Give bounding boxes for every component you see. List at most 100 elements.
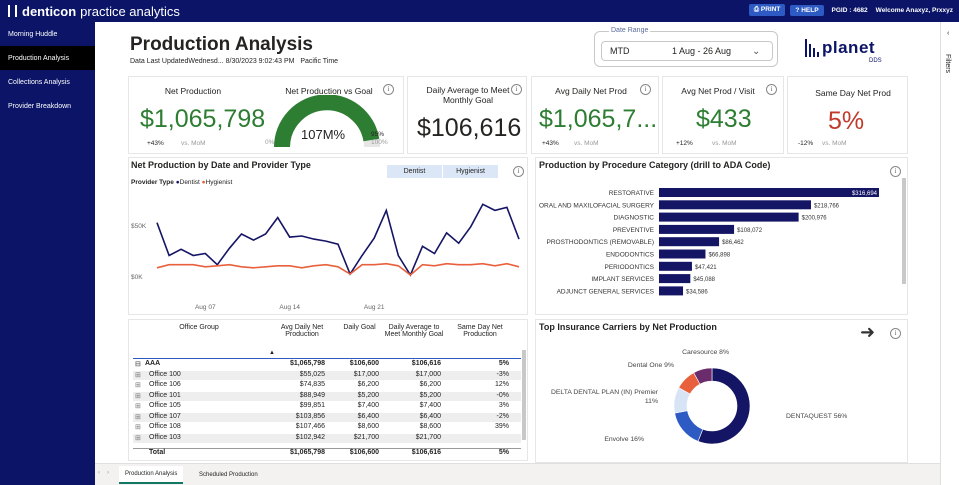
- donut-chart: DENTAQUEST 56% Envolve 16% DELTA DENTAL PL…: [551, 349, 847, 445]
- sidebar-item-production-analysis[interactable]: Production Analysis: [0, 46, 95, 70]
- kpi-vs-label: vs. MoM: [574, 140, 599, 147]
- bar[interactable]: [659, 249, 706, 259]
- print-button[interactable]: ⎙ PRINT: [748, 4, 786, 16]
- row-office-name: Office 107: [149, 412, 181, 420]
- bar[interactable]: [659, 237, 720, 247]
- header-same-day[interactable]: Same Day Net Production: [457, 324, 503, 338]
- bar[interactable]: [659, 224, 735, 234]
- row-daily-meet: $7,400: [419, 402, 441, 409]
- legend-title: Provider Type: [131, 179, 174, 186]
- bar-category-label: ORAL AND MAXILOFACIAL SURGERY: [539, 202, 655, 209]
- row-expander-icon[interactable]: ⊞: [135, 392, 141, 400]
- bar-category-label: DIAGNOSTIC: [614, 215, 655, 222]
- donut-slice[interactable]: [693, 367, 713, 385]
- nav-prev-icon[interactable]: ‹: [98, 470, 100, 476]
- timezone-label: Pacific Time: [300, 58, 339, 65]
- row-expander-icon[interactable]: ⊞: [135, 434, 141, 442]
- kpi-card-daily-average: Daily Average to Meet Monthly Goal $106,…: [407, 76, 527, 154]
- row-expander-icon[interactable]: ⊞: [135, 371, 141, 379]
- header-daily-goal[interactable]: Daily Goal: [343, 324, 376, 331]
- row-expander-icon[interactable]: ⊞: [135, 403, 141, 410]
- table-row[interactable]: ⊞ Office 101 $88,949 $5,200 $5,200 -0%: [133, 391, 521, 402]
- tab-label: Production Analysis: [125, 471, 178, 477]
- series-line-hygienist: [156, 262, 520, 277]
- table-row[interactable]: ⊞ Office 108 $107,466 $8,600 $8,600 39%: [133, 423, 521, 433]
- help-button[interactable]: ? HELP: [790, 4, 824, 16]
- gauge-value: 107M%: [301, 127, 346, 142]
- data-updated-text: Data Last UpdatedWednesd... 8/30/2023 9:…: [130, 58, 338, 65]
- info-icon[interactable]: i: [890, 166, 901, 177]
- row-office-name: AAA: [145, 360, 161, 367]
- info-icon[interactable]: i: [766, 84, 777, 95]
- bar[interactable]: [659, 200, 811, 210]
- bar[interactable]: [659, 188, 879, 197]
- info-icon[interactable]: i: [890, 328, 901, 339]
- row-expander-icon[interactable]: ⊞: [135, 413, 141, 421]
- filters-pane[interactable]: ‹ Filters: [940, 22, 959, 485]
- header-underline: [133, 358, 521, 359]
- brand-logo: denticon practice analytics: [0, 4, 180, 19]
- sidebar-item-collections-analysis[interactable]: Collections Analysis: [0, 70, 95, 94]
- date-range-dropdown[interactable]: MTD 1 Aug - 26 Aug ⌄: [601, 41, 773, 61]
- chevron-down-icon: ⌄: [752, 45, 761, 57]
- kpi-vs-label: vs. MoM: [181, 140, 206, 147]
- header-office-group[interactable]: Office Group: [179, 324, 219, 331]
- nav-next-icon[interactable]: ›: [107, 470, 109, 476]
- table-row[interactable]: ⊞ Office 100 $55,025 $17,000 $17,000 -3%: [133, 370, 521, 381]
- hygienist-filter-button[interactable]: Hygienist: [443, 165, 498, 178]
- bar-value-label: $200,976: [802, 216, 828, 222]
- table-row[interactable]: ⊞ Office 107 $103,856 $6,400 $6,400 -2%: [133, 412, 521, 423]
- info-icon[interactable]: i: [640, 84, 651, 95]
- info-icon[interactable]: i: [513, 166, 524, 177]
- row-expander-icon[interactable]: ⊟: [135, 361, 141, 368]
- bar[interactable]: [659, 286, 684, 296]
- info-icon[interactable]: i: [511, 84, 522, 95]
- info-icon[interactable]: i: [383, 84, 394, 95]
- table-row[interactable]: ⊞ Office 103 $102,942 $21,700 $21,700: [133, 433, 521, 444]
- bar-category-label: ENDODONTICS: [606, 252, 655, 259]
- bar[interactable]: [659, 261, 692, 271]
- kpi-title: Net Production: [164, 86, 222, 96]
- tab-scheduled-production[interactable]: Scheduled Production: [193, 466, 264, 484]
- goal-gauge: [274, 95, 380, 148]
- row-daily-meet: $21,700: [415, 433, 441, 441]
- table-row[interactable]: ⊞ Office 105 $99,851 $7,400 $7,400 3%: [133, 402, 521, 412]
- row-expander-icon[interactable]: ⊞: [135, 424, 141, 431]
- row-daily-goal: $6,400: [357, 412, 379, 420]
- row-daily-meet: $5,200: [419, 391, 441, 399]
- kpi-change: +12%: [676, 140, 693, 147]
- bar-category-label: PERIODONTICS: [605, 264, 655, 271]
- row-expander-icon[interactable]: ⊞: [135, 382, 141, 389]
- row-daily-goal: $8,600: [357, 423, 379, 430]
- scrollbar[interactable]: [902, 178, 906, 284]
- row-same-day: -3%: [496, 370, 509, 378]
- bar[interactable]: [659, 274, 691, 284]
- filters-label: Filters: [944, 54, 951, 74]
- kpi-vs-label: vs. MoM: [712, 140, 737, 147]
- sidebar-item-provider-breakdown[interactable]: Provider Breakdown: [0, 94, 95, 118]
- dentist-filter-button[interactable]: Dentist: [387, 165, 442, 178]
- drill-arrow-icon[interactable]: ➜: [860, 322, 876, 342]
- row-daily-meet: $106,616: [411, 360, 441, 367]
- bar[interactable]: [659, 212, 799, 222]
- date-range-filter: Date Range MTD 1 Aug - 26 Aug ⌄: [594, 27, 778, 67]
- tab-production-analysis[interactable]: Production Analysis: [119, 466, 184, 484]
- header-daily-avg-meet[interactable]: Daily Average to Meet Monthly Goal: [384, 324, 444, 338]
- print-label: PRINT: [760, 6, 781, 13]
- row-office-name: Office 108: [149, 423, 181, 430]
- sort-desc-icon[interactable]: ▲: [269, 350, 275, 356]
- legend: Provider Type ●Dentist ●Hygienist: [131, 179, 232, 186]
- sidebar-item-label: Provider Breakdown: [8, 102, 72, 110]
- table-scrollbar[interactable]: [522, 350, 526, 440]
- kpi-card-avg-visit: Avg Net Prod / Visit $433 +12% vs. MoM i: [662, 76, 784, 154]
- donut-slice[interactable]: [697, 367, 751, 445]
- table-row[interactable]: ⊟ AAA $1,065,798 $106,600 $106,616 5%: [133, 360, 521, 370]
- donut-slice[interactable]: [674, 410, 704, 442]
- total-goal: $106,600: [349, 449, 379, 456]
- chevron-left-icon[interactable]: ‹: [947, 30, 950, 37]
- table-total-row: Total $1,065,798 $106,600 $106,616 5%: [133, 448, 521, 458]
- sidebar-item-morning-huddle[interactable]: Morning Huddle: [0, 22, 95, 46]
- table-row[interactable]: ⊞ Office 106 $74,835 $6,200 $6,200 12%: [133, 381, 521, 391]
- legend-label-dentist: Dentist: [179, 179, 200, 186]
- header-avg-daily[interactable]: Avg Daily Net Production: [280, 324, 324, 338]
